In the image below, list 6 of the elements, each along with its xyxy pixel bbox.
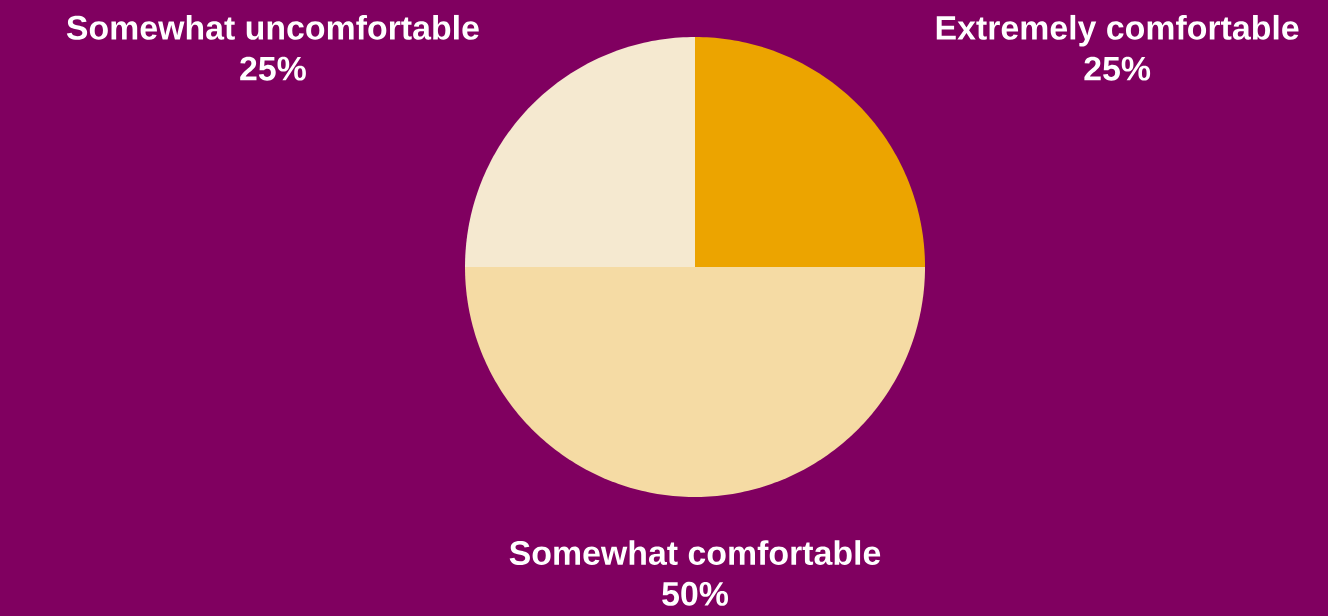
data-label: 25%: [240, 56, 306, 81]
slice-label: Somewhat comfortable: [509, 540, 881, 566]
slice-label: Somewhat uncomfortable: [66, 14, 479, 40]
data-label: 25%: [1084, 56, 1151, 81]
slice-label: Extremely comfortable: [936, 14, 1299, 47]
data-label: 50%: [662, 581, 729, 606]
